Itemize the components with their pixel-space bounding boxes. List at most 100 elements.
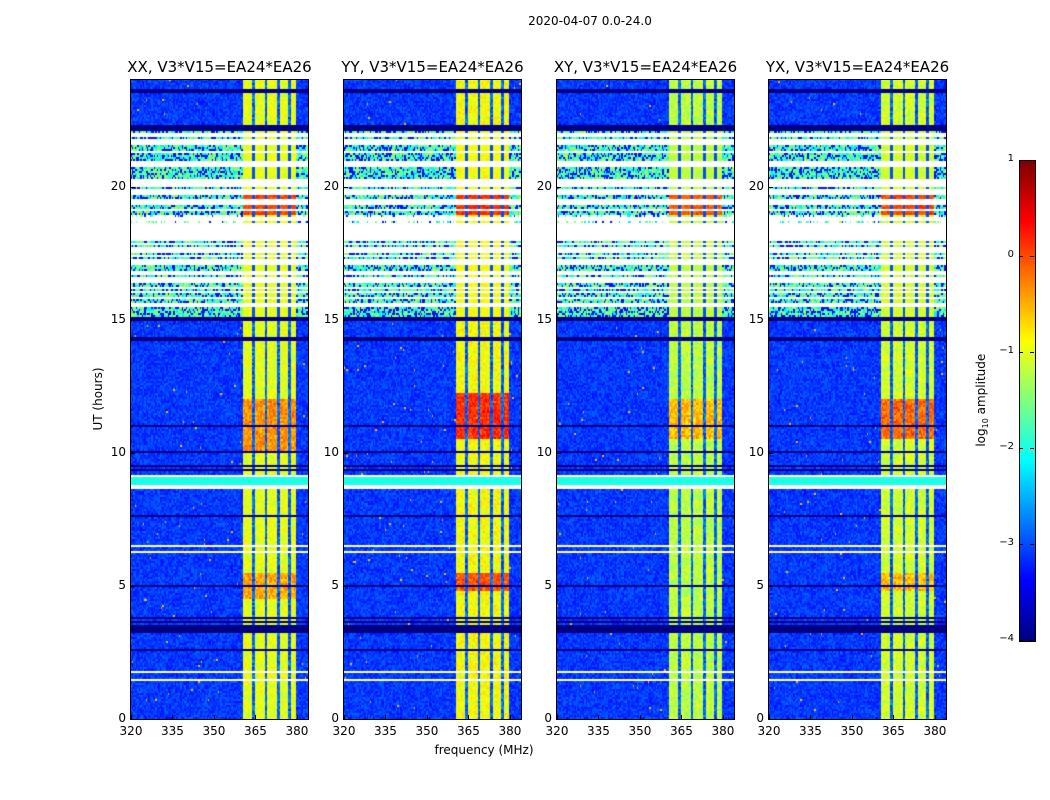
x-tick: [557, 715, 558, 719]
heatmap-panel-xy: [556, 79, 735, 720]
x-tick: [131, 715, 132, 719]
x-tick-label: 365: [457, 724, 480, 738]
y-tick: [557, 186, 561, 188]
y-tick-label: 5: [756, 577, 764, 592]
y-tick: [557, 319, 561, 321]
colorbar-tick-label: −3: [999, 537, 1014, 548]
panel-title: YX, V3*V15=EA24*EA26: [765, 58, 950, 76]
colorbar-tick: [1019, 352, 1023, 353]
x-tick: [509, 715, 511, 719]
x-tick: [893, 715, 895, 719]
x-tick-label: 365: [882, 724, 905, 738]
x-tick: [769, 715, 770, 719]
y-tick-label: 15: [748, 311, 764, 326]
x-tick-label: 380: [923, 724, 947, 738]
y-tick-label: 0: [118, 711, 126, 725]
x-tick-label: 320: [332, 724, 356, 738]
colorbar-label-text: amplitude: [973, 353, 988, 419]
x-tick-label: 320: [119, 724, 143, 738]
y-tick: [557, 585, 561, 587]
y-tick-label: 20: [323, 178, 339, 193]
x-tick: [810, 715, 812, 719]
y-tick: [344, 585, 348, 587]
y-tick-label: 10: [748, 444, 764, 459]
colorbar-tick: [1030, 160, 1034, 161]
x-tick-label: 380: [498, 724, 522, 738]
y-tick: [769, 452, 773, 454]
y-tick: [131, 452, 135, 454]
colorbar-tick: [1019, 256, 1023, 257]
y-tick: [769, 186, 773, 188]
heatmap-panel-yx: [768, 79, 947, 720]
y-tick-label: 10: [110, 444, 126, 459]
figure-title: 2020-04-07 0.0-24.0: [528, 14, 652, 28]
y-tick: [557, 452, 561, 454]
panel-title: XY, V3*V15=EA24*EA26: [553, 58, 738, 76]
x-tick: [722, 715, 724, 719]
panel-title: YY, V3*V15=EA24*EA26: [341, 58, 524, 76]
x-tick-label: 365: [244, 724, 267, 738]
colorbar-tick: [1030, 352, 1034, 353]
x-tick: [255, 715, 257, 719]
y-tick-label: 20: [748, 178, 764, 193]
y-tick-label: 20: [110, 178, 126, 193]
x-tick-label: 335: [161, 724, 184, 738]
y-tick-label: 15: [536, 311, 552, 326]
colorbar: [1019, 160, 1036, 642]
y-tick-label: 15: [110, 311, 126, 326]
y-tick: [131, 319, 135, 321]
x-tick-label: 350: [840, 724, 864, 738]
heatmap-panel-xx: [130, 79, 309, 720]
y-tick: [344, 719, 348, 720]
y-tick: [769, 585, 773, 587]
x-tick: [934, 715, 936, 719]
y-tick-label: 5: [118, 577, 126, 592]
colorbar-tick: [1030, 256, 1034, 257]
y-tick: [131, 186, 135, 188]
y-tick-label: 15: [323, 311, 339, 326]
x-tick: [385, 715, 387, 719]
y-tick: [131, 585, 135, 587]
x-tick-label: 350: [202, 724, 226, 738]
y-tick-label: 10: [323, 444, 339, 459]
colorbar-label-sub: 10: [981, 418, 991, 429]
panel-title: XX, V3*V15=EA24*EA26: [127, 58, 312, 76]
y-tick: [769, 719, 773, 720]
x-tick: [344, 715, 345, 719]
x-tick-label: 335: [587, 724, 610, 738]
y-axis-label: UT (hours): [91, 367, 105, 431]
x-tick: [639, 715, 641, 719]
y-tick-label: 20: [536, 178, 552, 193]
x-tick: [296, 715, 298, 719]
y-tick-label: 5: [331, 577, 339, 592]
y-tick-label: 0: [331, 711, 339, 725]
y-tick: [557, 719, 561, 720]
y-tick: [344, 186, 348, 188]
colorbar-tick: [1030, 448, 1034, 449]
colorbar-tick: [1019, 448, 1023, 449]
colorbar-tick: [1030, 640, 1034, 641]
x-tick: [851, 715, 853, 719]
y-tick-label: 0: [756, 711, 764, 725]
x-axis-label: frequency (MHz): [434, 743, 534, 757]
colorbar-tick-label: 1: [1007, 153, 1014, 164]
x-tick-label: 380: [711, 724, 735, 738]
x-tick: [598, 715, 600, 719]
x-tick-label: 350: [628, 724, 652, 738]
x-tick: [172, 715, 174, 719]
x-tick-label: 335: [374, 724, 397, 738]
x-tick: [213, 715, 215, 719]
y-tick: [769, 319, 773, 321]
x-tick: [468, 715, 470, 719]
colorbar-tick-label: 0: [1007, 249, 1014, 260]
colorbar-tick-label: −4: [999, 633, 1014, 644]
x-tick-label: 335: [799, 724, 822, 738]
y-tick-label: 10: [536, 444, 552, 459]
x-tick-label: 320: [545, 724, 569, 738]
y-tick: [344, 452, 348, 454]
x-tick: [681, 715, 683, 719]
y-tick: [344, 319, 348, 321]
heatmap-panel-yy: [343, 79, 522, 720]
colorbar-tick: [1019, 544, 1023, 545]
